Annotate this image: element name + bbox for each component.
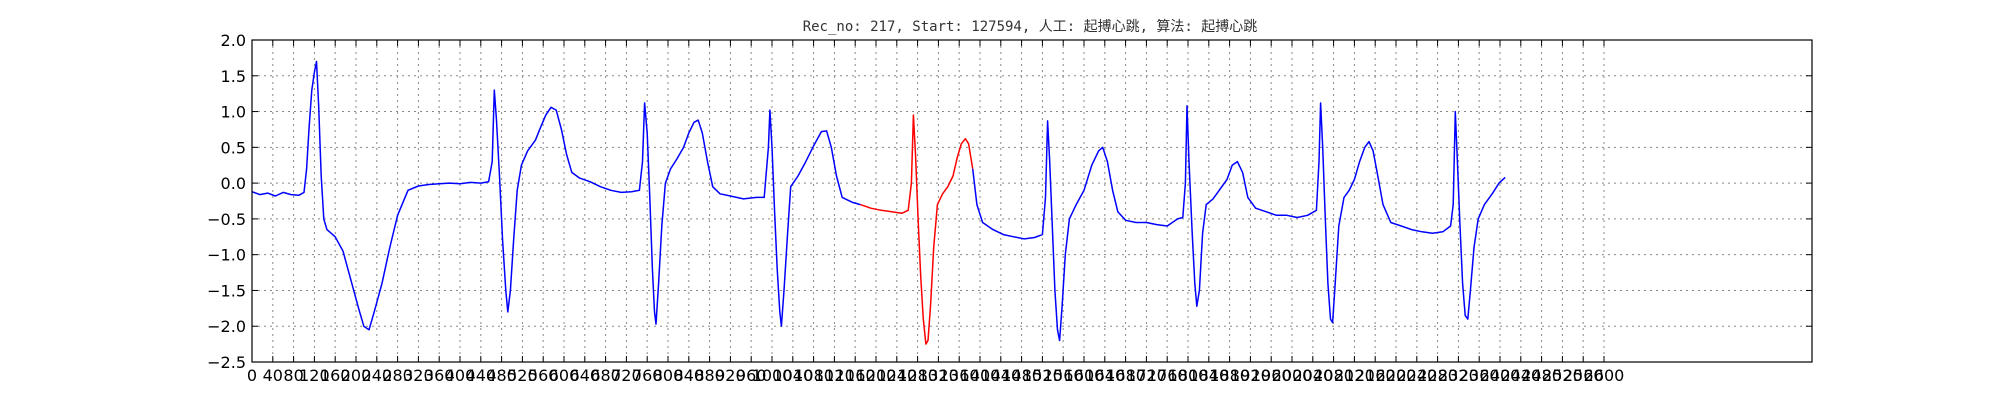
x-tick-label: 1800 xyxy=(1168,366,1209,385)
x-tick-label: 1240 xyxy=(876,366,917,385)
x-tick-label: 1760 xyxy=(1147,366,1188,385)
x-tick-label: 480 xyxy=(486,366,517,385)
x-tick-label: 2440 xyxy=(1500,366,1541,385)
x-tick-label: 960 xyxy=(736,366,767,385)
x-tick-label: 2480 xyxy=(1521,366,1562,385)
y-tick-label: −2.5 xyxy=(207,353,246,372)
x-tick-label: 2280 xyxy=(1417,366,1458,385)
x-tick-label: 1200 xyxy=(856,366,897,385)
y-tick-label: −1.0 xyxy=(207,246,246,265)
x-tick-label: 2120 xyxy=(1334,366,1375,385)
x-tick-label: 1160 xyxy=(835,366,876,385)
x-tick-label: 40 xyxy=(263,366,283,385)
grid xyxy=(251,39,1812,363)
x-tick-label: 560 xyxy=(528,366,559,385)
x-tick-label: 2520 xyxy=(1542,366,1583,385)
x-tick-label: 760 xyxy=(632,366,663,385)
x-tick-label: 800 xyxy=(653,366,684,385)
plot-frame xyxy=(251,39,1813,363)
x-tick-label: 320 xyxy=(403,366,434,385)
y-tick-label: 2.0 xyxy=(221,31,246,50)
y-tick-label: 0.5 xyxy=(221,138,246,157)
x-tick-label: 1440 xyxy=(980,366,1021,385)
series-line-3 xyxy=(971,102,1506,342)
x-tick-label: 2080 xyxy=(1313,366,1354,385)
x-tick-label: 2160 xyxy=(1355,366,1396,385)
x-tick-label: 2320 xyxy=(1438,366,1479,385)
x-tick-label: 1640 xyxy=(1084,366,1125,385)
x-tick-label: 1720 xyxy=(1126,366,1167,385)
series-line-2 xyxy=(860,114,974,345)
x-tick-label: 1120 xyxy=(814,366,855,385)
x-tick-label: 880 xyxy=(694,366,725,385)
x-tick-label: 2360 xyxy=(1459,366,1500,385)
series-line-1 xyxy=(251,60,861,331)
x-tick-label: 1400 xyxy=(960,366,1001,385)
x-tick-label: 1880 xyxy=(1209,366,1250,385)
x-tick-label: 1600 xyxy=(1064,366,1105,385)
x-tick-label: 600 xyxy=(549,366,580,385)
x-tick-label: 1920 xyxy=(1230,366,1271,385)
chart-title: Rec_no: 217, Start: 127594, 人工: 起搏心跳, 算法… xyxy=(803,18,1258,35)
x-tick-label: 2600 xyxy=(1584,366,1625,385)
x-tick-label: 1680 xyxy=(1105,366,1146,385)
x-tick-label: 920 xyxy=(715,366,746,385)
x-axis: 0 40 8012016020024028032036040044048052056… xyxy=(247,40,1624,385)
x-tick-label: 80 xyxy=(283,366,303,385)
x-tick-label: 2240 xyxy=(1396,366,1437,385)
y-tick-label: −2.0 xyxy=(207,317,246,336)
x-tick-label: 2040 xyxy=(1292,366,1333,385)
x-tick-label: 160 xyxy=(320,366,351,385)
y-tick-label: 1.5 xyxy=(221,67,246,86)
y-axis: 2.0 1.5 1.0 0.5 0.0 −0.5 −1.0 −1.5 −2.0 −2.5 xyxy=(207,31,1812,372)
x-tick-label: 1080 xyxy=(793,366,834,385)
x-tick-label: 360 xyxy=(424,366,455,385)
x-tick-label: 520 xyxy=(507,366,538,385)
x-tick-label: 200 xyxy=(341,366,372,385)
x-tick-label: 1480 xyxy=(1001,366,1042,385)
x-tick-label: 280 xyxy=(382,366,413,385)
x-tick-label: 1840 xyxy=(1188,366,1229,385)
x-tick-label: 120 xyxy=(299,366,330,385)
x-tick-label: 2000 xyxy=(1272,366,1313,385)
x-tick-label: 1520 xyxy=(1022,366,1063,385)
x-tick-label: 1280 xyxy=(897,366,938,385)
x-tick-label: 1040 xyxy=(772,366,813,385)
series-layer xyxy=(251,60,1506,345)
x-tick-label: 1560 xyxy=(1043,366,1084,385)
x-tick-label: 1360 xyxy=(939,366,980,385)
x-tick-label: 2560 xyxy=(1563,366,1604,385)
y-tick-label: 0.0 xyxy=(221,174,246,193)
x-tick-label: 840 xyxy=(674,366,705,385)
x-tick-label: 0 xyxy=(247,366,257,385)
x-tick-label: 640 xyxy=(570,366,601,385)
y-tick-label: −0.5 xyxy=(207,210,246,229)
x-tick-label: 1960 xyxy=(1251,366,1292,385)
x-tick-label: 680 xyxy=(590,366,621,385)
x-tick-label: 240 xyxy=(362,366,393,385)
x-tick-label: 1000 xyxy=(752,366,793,385)
x-tick-label: 720 xyxy=(611,366,642,385)
x-tick-label: 2400 xyxy=(1480,366,1521,385)
x-tick-label: 440 xyxy=(466,366,497,385)
x-tick-label: 2200 xyxy=(1376,366,1417,385)
x-tick-label: 400 xyxy=(445,366,476,385)
y-tick-label: −1.5 xyxy=(207,281,246,300)
y-tick-label: 1.0 xyxy=(221,103,246,122)
x-tick-label: 1320 xyxy=(918,366,959,385)
